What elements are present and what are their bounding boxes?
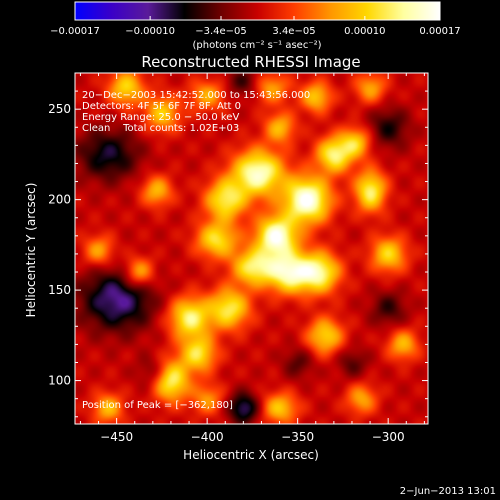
y-tick-label: 100 <box>48 374 71 388</box>
y-axis-label: Heliocentric Y (arcsec) <box>24 183 38 318</box>
colorbar-tick-label: 3.4e−05 <box>272 26 315 37</box>
y-axis: 100 150 200 250 <box>48 72 428 418</box>
y-tick-label: 250 <box>48 102 71 116</box>
chart-title: Reconstructed RHESSI Image <box>141 53 360 71</box>
observation-info: 20−Dec−2003 15:42:52.000 to 15:43:56.000… <box>82 90 310 134</box>
annotation-energy-range: Energy Range: 25.0 − 50.0 keV <box>82 112 239 123</box>
footer-date: 2−Jun−2013 13:01 <box>400 486 496 497</box>
x-axis-label: Heliocentric X (arcsec) <box>183 448 319 462</box>
peak-position-label: Position of Peak = [−362,180] <box>82 400 233 411</box>
y-tick-label: 150 <box>48 283 71 297</box>
annotation-clean-counts: Clean Total counts: 1.02E+03 <box>82 123 239 134</box>
x-tick-label: −400 <box>191 430 224 444</box>
plot-frame <box>74 72 429 425</box>
x-axis: −450 −400 −350 −300 <box>79 73 425 444</box>
x-tick-label: −450 <box>100 430 133 444</box>
annotation-detectors: Detectors: 4F 5F 6F 7F 8F, Att 0 <box>82 101 241 112</box>
x-tick-label: −350 <box>281 430 314 444</box>
x-tick-label: −300 <box>372 430 405 444</box>
colorbar-ticks: −0.00017 −0.00010 −3.4e−05 3.4e−05 0.00010 0.… <box>50 16 461 37</box>
colorbar-tick-label: 0.00017 <box>419 26 460 37</box>
colorbar-unit-label: (photons cm⁻² s⁻¹ asec⁻²) <box>192 40 321 51</box>
colorbar-tick-label: −0.00010 <box>125 26 175 37</box>
colorbar: −0.00017 −0.00010 −3.4e−05 3.4e−05 0.00010 0.… <box>50 1 461 51</box>
colorbar-strip <box>74 1 441 21</box>
y-tick-label: 200 <box>48 193 71 207</box>
annotation-time-range: 20−Dec−2003 15:42:52.000 to 15:43:56.000 <box>82 90 310 101</box>
colorbar-tick-label: 0.00010 <box>344 26 385 37</box>
colorbar-tick-label: −0.00017 <box>50 26 100 37</box>
colorbar-tick-label: −3.4e−05 <box>195 26 247 37</box>
heatmap-image <box>75 73 428 424</box>
